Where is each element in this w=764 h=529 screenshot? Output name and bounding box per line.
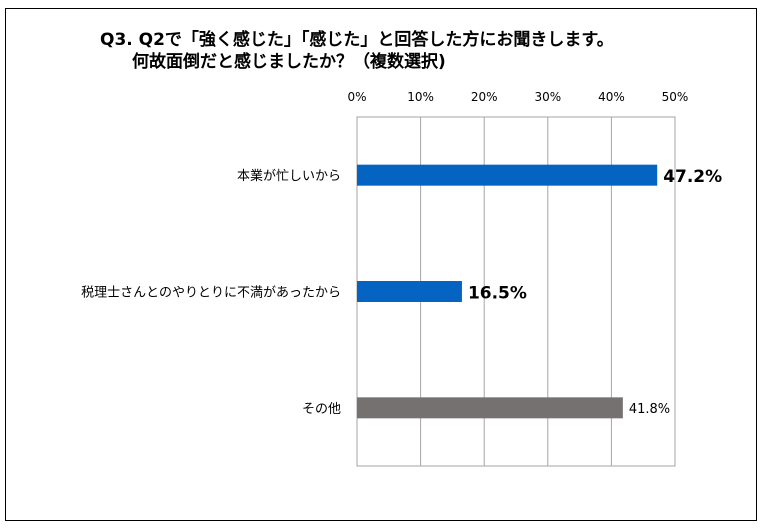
- category-label: その他: [302, 402, 341, 417]
- tick-label: 10%: [407, 90, 434, 104]
- category-label: 税理士さんとのやりとりに不満があったから: [81, 286, 341, 301]
- tick-label: 20%: [471, 90, 498, 104]
- bar: [357, 397, 623, 419]
- tick-label: 30%: [534, 90, 561, 104]
- bar: [357, 164, 658, 186]
- bar: [357, 281, 462, 302]
- tick-label: 50%: [662, 90, 689, 104]
- tick-label: 40%: [598, 90, 625, 104]
- category-label: 本業が忙しいから: [237, 168, 341, 184]
- chart-title-line-1: Q3. Q2で「強く感じた」「感じた」と回答した方にお聞きします。: [100, 30, 614, 50]
- data-label: 47.2%: [663, 167, 722, 187]
- tick-label: 0%: [347, 90, 366, 104]
- chart-frame: [5, 8, 757, 521]
- data-label: 41.8%: [629, 402, 670, 417]
- chart-title-line-2: 何故面倒だと感じましたか？（複数選択): [132, 52, 446, 72]
- data-label: 16.5%: [468, 284, 527, 304]
